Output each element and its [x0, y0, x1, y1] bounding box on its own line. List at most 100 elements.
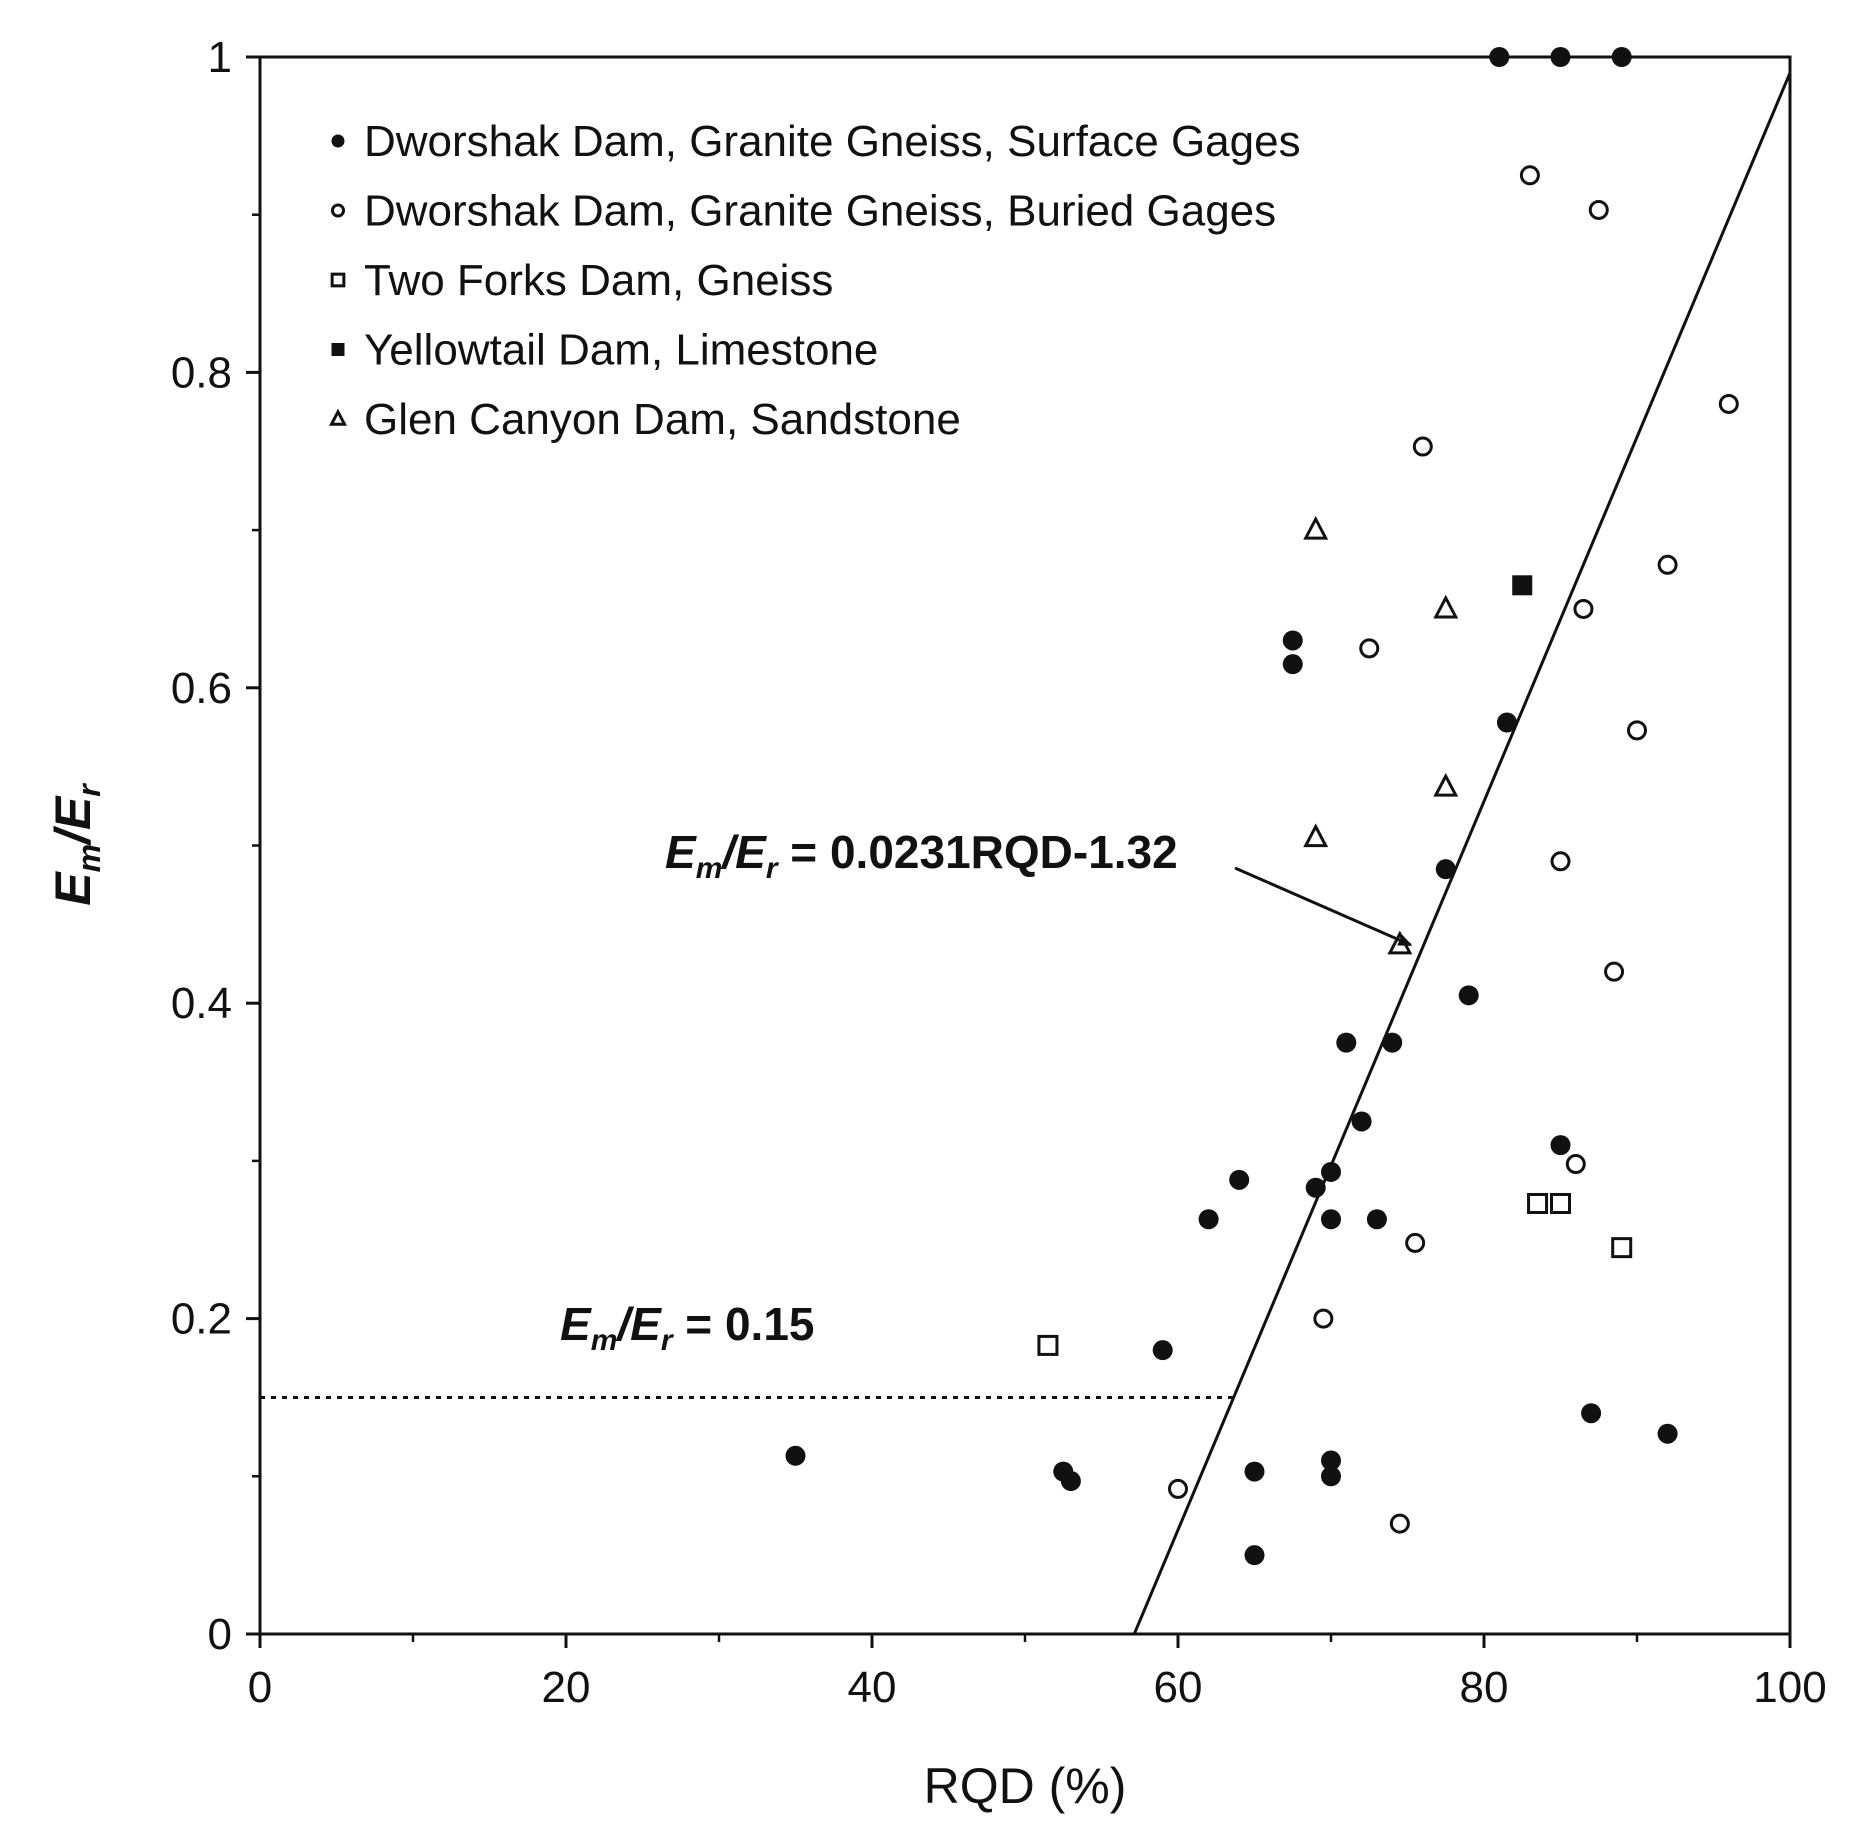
data-point-series-1 [1282, 654, 1303, 675]
regression-label-suffix-sub: r [766, 852, 780, 885]
legend-label: Dworshak Dam, Granite Gneiss, Buried Gag… [364, 187, 1276, 236]
legend-marker [330, 272, 346, 288]
data-point-series-1 [1366, 1209, 1387, 1230]
data-point-series-2 [1405, 1232, 1426, 1253]
data-point-series-1 [1229, 1169, 1250, 1190]
data-point-series-3 [1550, 1192, 1571, 1214]
data-point-series-1 [1152, 1340, 1173, 1361]
data-point-series-1 [1657, 1423, 1678, 1444]
y-tick-label: 1 [208, 33, 232, 82]
x-tick-label: 100 [1753, 1663, 1826, 1712]
data-point-series-1 [1458, 985, 1479, 1006]
data-points [785, 47, 1739, 1566]
data-point-series-1 [1382, 1032, 1403, 1053]
legend-marker [330, 203, 346, 218]
data-point-series-1 [1435, 859, 1456, 880]
x-tick-label: 0 [248, 1663, 272, 1712]
legend-marker [331, 343, 345, 356]
x-tick-label: 60 [1154, 1663, 1203, 1712]
data-point-series-1 [1336, 1032, 1357, 1053]
threshold-label-sep: / [615, 1298, 634, 1350]
y-tick-label: 0.8 [171, 348, 232, 397]
data-point-series-4 [1512, 575, 1533, 596]
data-point-series-5 [1433, 594, 1459, 619]
data-point-series-1 [1351, 1111, 1372, 1132]
data-point-series-2 [1389, 1513, 1410, 1534]
data-point-series-2 [1519, 165, 1540, 186]
data-point-series-1 [785, 1445, 806, 1466]
data-point-series-2 [1565, 1154, 1586, 1175]
legend-label: Yellowtail Dam, Limestone [364, 326, 878, 375]
y-tick-label: 0.6 [171, 664, 232, 713]
annotation-arrow [1234, 866, 1413, 947]
data-point-series-1 [1321, 1161, 1341, 1182]
data-point-series-3 [1611, 1237, 1633, 1259]
x-tick-label: 80 [1460, 1663, 1509, 1712]
y-axis-title-num: E [45, 871, 101, 906]
data-point-series-1 [1550, 1135, 1571, 1156]
data-point-series-1 [1611, 47, 1632, 67]
data-point-series-2 [1168, 1478, 1188, 1499]
data-point-series-2 [1657, 554, 1678, 575]
threshold-label-prefix: E [560, 1298, 592, 1350]
legend-label: Dworshak Dam, Granite Gneiss, Surface Ga… [364, 117, 1301, 166]
data-point-series-1 [1550, 47, 1571, 67]
y-axis-title-num-sub: m [71, 844, 107, 872]
threshold-label: Em/Er = 0.15 [560, 1298, 814, 1357]
y-axis-title-den: E [45, 795, 101, 830]
data-point-series-3 [1037, 1334, 1059, 1356]
data-point-series-1 [1496, 712, 1517, 733]
legend-marker [329, 408, 347, 426]
data-point-series-3 [1527, 1192, 1549, 1214]
legend: Dworshak Dam, Granite Gneiss, Surface Ga… [329, 117, 1301, 444]
y-axis-title: Em/Er [45, 783, 107, 906]
data-point-series-1 [1244, 1545, 1265, 1566]
regression-label-text: = 0.0231RQD-1.32 [778, 826, 1178, 878]
y-axis-title-den-sub: r [71, 783, 107, 797]
data-point-series-1 [1282, 630, 1303, 651]
data-point-series-2 [1550, 851, 1571, 872]
x-tick-label: 40 [848, 1663, 897, 1712]
data-point-series-2 [1573, 598, 1594, 619]
data-point-series-1 [1321, 1209, 1341, 1230]
regression-label-sep: / [720, 826, 739, 878]
data-point-series-2 [1627, 720, 1647, 741]
y-tick-label: 0 [208, 1610, 232, 1659]
threshold-label-suffix-sub: r [661, 1324, 675, 1357]
y-axis-title-sep: / [45, 825, 101, 846]
data-point-series-5 [1433, 772, 1459, 797]
x-axis-ticks: 0 20 40 60 80 100 [248, 1634, 1827, 1712]
x-tick-label: 20 [542, 1663, 591, 1712]
data-point-series-2 [1604, 961, 1625, 982]
x-axis-title: RQD (%) [924, 1758, 1127, 1814]
data-point-series-5 [1303, 823, 1329, 848]
regression-label-prefix: E [665, 826, 697, 878]
legend-marker [331, 134, 345, 148]
legend-label: Two Forks Dam, Gneiss [364, 256, 833, 305]
data-point-series-1 [1489, 47, 1510, 67]
data-point-series-2 [1412, 436, 1433, 457]
data-point-series-1 [1321, 1450, 1341, 1471]
threshold-label-suffix: E [630, 1298, 662, 1350]
y-tick-label: 0.4 [171, 979, 232, 1028]
data-point-series-1 [1321, 1466, 1341, 1487]
regression-equation-label: Em/Er = 0.0231RQD-1.32 [665, 826, 1178, 885]
threshold-label-text: = 0.15 [673, 1298, 815, 1350]
data-point-series-2 [1313, 1308, 1334, 1329]
data-point-series-1 [1581, 1403, 1602, 1424]
legend-label: Glen Canyon Dam, Sandstone [364, 395, 961, 444]
data-point-series-2 [1359, 638, 1380, 659]
y-axis-ticks: 0 0.2 0.4 0.6 0.8 1 [171, 33, 260, 1659]
data-point-series-2 [1588, 199, 1609, 220]
regression-line [1132, 72, 1792, 1635]
data-point-series-2 [1718, 393, 1739, 414]
y-tick-label: 0.2 [171, 1295, 232, 1344]
data-point-series-1 [1305, 1177, 1326, 1198]
data-point-series-1 [1244, 1461, 1265, 1482]
data-point-series-5 [1303, 515, 1329, 540]
data-point-series-1 [1198, 1209, 1219, 1230]
threshold-label-prefix-sub: m [591, 1324, 618, 1357]
data-point-series-1 [1060, 1471, 1081, 1492]
regression-label-suffix: E [735, 826, 767, 878]
